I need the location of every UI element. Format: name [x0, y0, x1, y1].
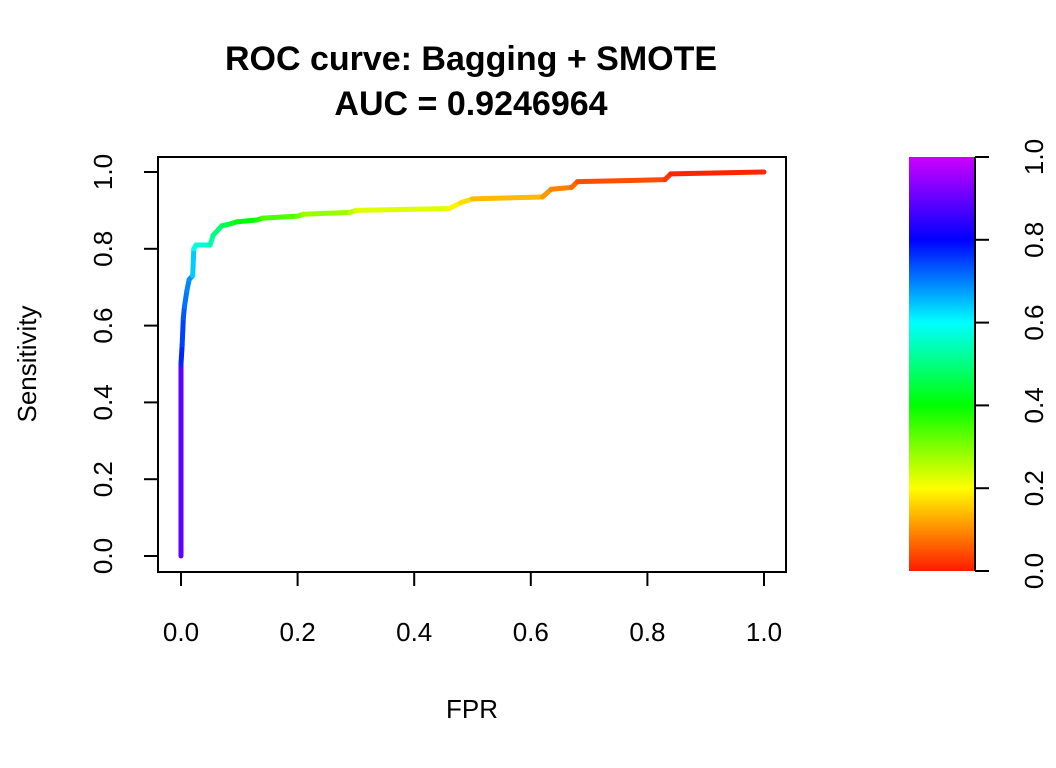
roc-segment [260, 213, 301, 221]
roc-segment [574, 177, 668, 185]
roc-segment [668, 169, 767, 177]
x-tick-label: 1.0 [746, 617, 782, 647]
roc-segment [548, 184, 575, 192]
roc-series [178, 169, 767, 559]
y-tick-label: 0.0 [88, 538, 118, 574]
roc-segment [181, 288, 190, 309]
colorbar-tick-label: 0.8 [1019, 222, 1049, 258]
y-tick-label: 0.2 [88, 461, 118, 497]
y-tick-label: 0.8 [88, 231, 118, 267]
x-tick-label: 0.2 [280, 617, 316, 647]
colorbar-axis: 0.0 0.2 0.4 0.6 0.8 1.0 [974, 139, 1049, 589]
roc-segment [190, 246, 197, 279]
colorbar-tick-label: 0.2 [1019, 470, 1049, 506]
x-axis-label: FPR [446, 694, 498, 724]
colorbar-tick-label: 0.0 [1019, 553, 1049, 589]
roc-segment [470, 194, 545, 202]
x-tick-label: 0.4 [396, 617, 432, 647]
y-tick-label: 0.4 [88, 384, 118, 420]
chart-title: ROC curve: Bagging + SMOTE [225, 40, 717, 78]
roc-segment [300, 209, 353, 217]
chart-subtitle: AUC = 0.9246964 [334, 85, 607, 123]
x-tick-label: 0.6 [513, 617, 549, 647]
y-axis: 0.0 0.2 0.4 0.6 0.8 1.0 [88, 154, 159, 574]
colorbar [909, 157, 975, 571]
colorbar-tick-label: 0.4 [1019, 387, 1049, 423]
colorbar-tick-label: 0.6 [1019, 305, 1049, 341]
y-axis-label: Sensitivity [12, 305, 42, 422]
x-tick-label: 0.0 [163, 617, 199, 647]
x-axis: 0.0 0.2 0.4 0.6 0.8 1.0 [163, 571, 782, 647]
y-tick-label: 0.6 [88, 308, 118, 344]
y-tick-label: 1.0 [88, 154, 118, 190]
colorbar-tick-label: 1.0 [1019, 139, 1049, 175]
roc-segment [178, 342, 185, 367]
roc-segment [233, 217, 260, 225]
roc-segment [179, 315, 186, 348]
roc-segment [353, 205, 452, 213]
x-tick-label: 0.8 [629, 617, 665, 647]
